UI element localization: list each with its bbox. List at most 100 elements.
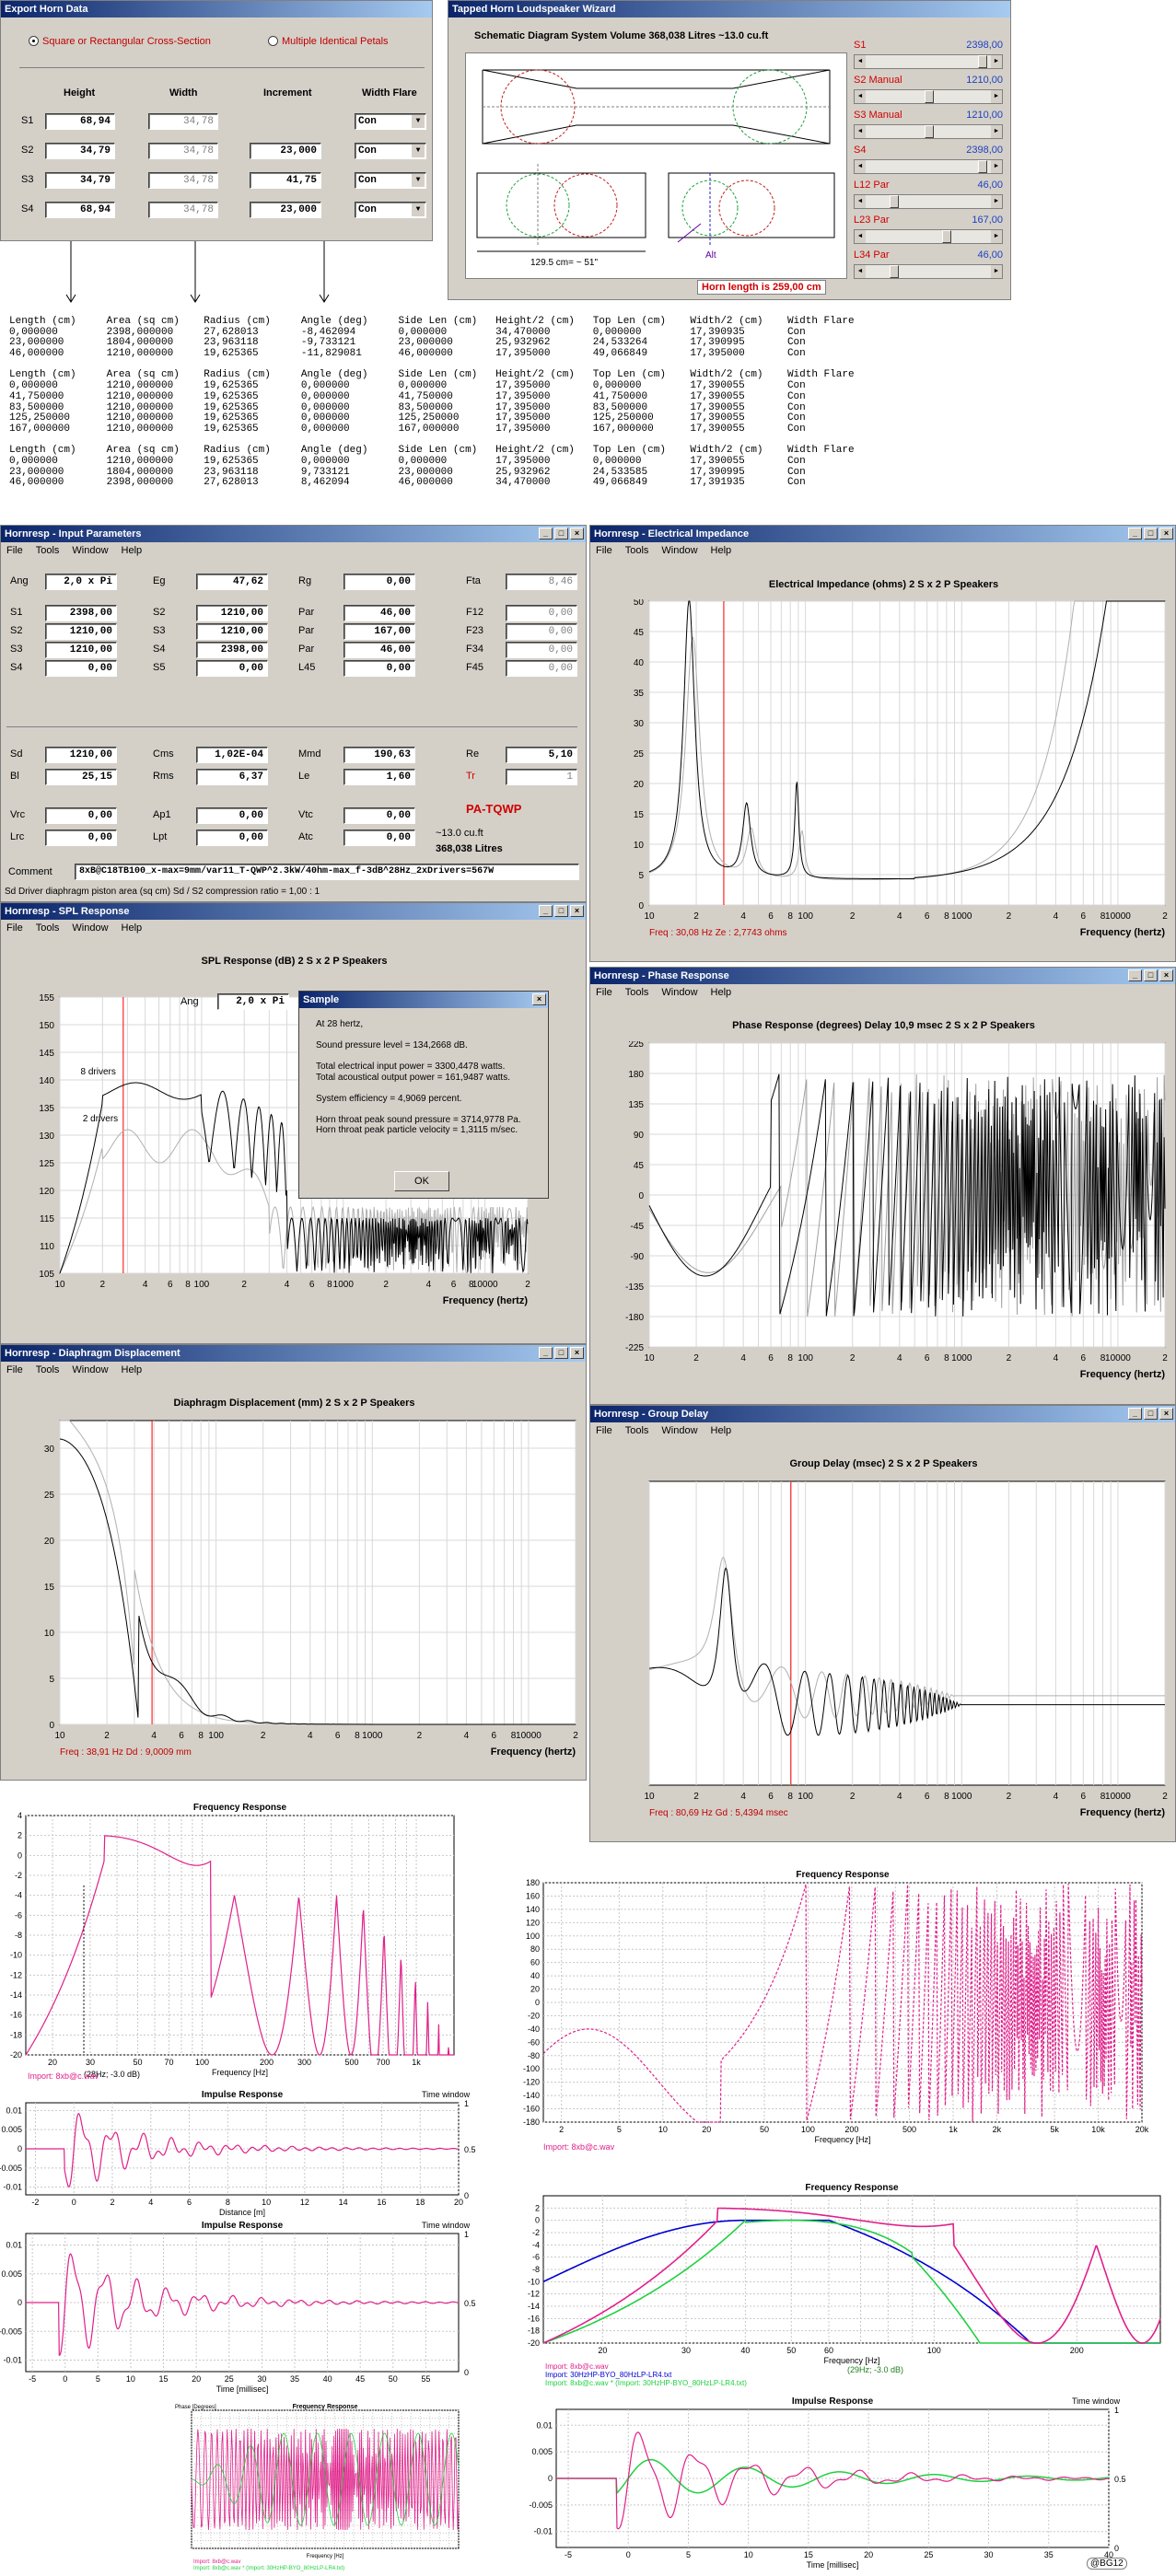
menu-window[interactable]: Window: [661, 545, 698, 556]
increment-field[interactable]: 41,75: [250, 172, 321, 189]
minimize-button[interactable]: _: [539, 1347, 553, 1359]
menu-help[interactable]: Help: [121, 545, 143, 556]
increment-field[interactable]: 23,000: [250, 143, 321, 159]
minimize-button[interactable]: _: [1128, 1408, 1142, 1420]
flare-select[interactable]: Con ▼: [355, 202, 426, 218]
param-field[interactable]: 1210,00: [196, 623, 268, 640]
maximize-button[interactable]: □: [554, 528, 568, 540]
param-field[interactable]: 25,15: [45, 769, 117, 785]
menu-file[interactable]: File: [596, 987, 612, 998]
menu-file[interactable]: File: [6, 1364, 23, 1375]
height-field[interactable]: 68,94: [45, 202, 115, 218]
arrow-right-icon[interactable]: ►: [991, 265, 1002, 278]
height-field[interactable]: 68,94: [45, 113, 115, 130]
menu-tools[interactable]: Tools: [624, 545, 649, 556]
param-field[interactable]: 47,62: [196, 574, 268, 590]
height-field[interactable]: 34,79: [45, 172, 115, 189]
menu-file[interactable]: File: [6, 922, 23, 934]
minimize-button[interactable]: _: [1128, 528, 1142, 540]
flare-select[interactable]: Con ▼: [355, 143, 426, 159]
slider-track[interactable]: ◄ ►: [854, 54, 1003, 69]
slider-thumb[interactable]: [942, 230, 952, 243]
arrow-left-icon[interactable]: ◄: [855, 125, 866, 138]
minimize-button[interactable]: _: [539, 528, 553, 540]
slider-track[interactable]: ◄ ►: [854, 89, 1003, 104]
param-field[interactable]: 1,02E-04: [196, 747, 268, 763]
menu-help[interactable]: Help: [710, 1425, 732, 1436]
arrow-left-icon[interactable]: ◄: [855, 55, 866, 68]
chevron-down-icon[interactable]: ▼: [412, 174, 425, 187]
slider-thumb[interactable]: [977, 160, 987, 173]
flare-select[interactable]: Con ▼: [355, 113, 426, 130]
arrow-left-icon[interactable]: ◄: [855, 160, 866, 173]
chevron-down-icon[interactable]: ▼: [412, 115, 425, 128]
param-field[interactable]: 6,37: [196, 769, 268, 785]
arrow-left-icon[interactable]: ◄: [855, 265, 866, 278]
param-field[interactable]: 1210,00: [45, 747, 117, 763]
param-field[interactable]: 167,00: [343, 623, 415, 640]
ang-field[interactable]: 2,0 x Pi: [217, 993, 289, 1010]
arrow-right-icon[interactable]: ►: [991, 125, 1002, 138]
arrow-left-icon[interactable]: ◄: [855, 195, 866, 208]
menu-tools[interactable]: Tools: [624, 1425, 649, 1436]
menu-window[interactable]: Window: [72, 545, 109, 556]
menu-help[interactable]: Help: [710, 545, 732, 556]
menu-help[interactable]: Help: [121, 922, 143, 934]
close-button[interactable]: ×: [532, 993, 546, 1005]
width-field[interactable]: 34,78: [148, 113, 218, 130]
slider-track[interactable]: ◄ ►: [854, 194, 1003, 209]
param-field[interactable]: 0,00: [45, 660, 117, 677]
chevron-down-icon[interactable]: ▼: [412, 145, 425, 157]
menu-file[interactable]: File: [596, 1425, 612, 1436]
close-button[interactable]: ×: [570, 905, 584, 917]
param-field[interactable]: 0,00: [343, 807, 415, 824]
param-field[interactable]: 1: [506, 769, 577, 785]
param-field[interactable]: 190,63: [343, 747, 415, 763]
param-field[interactable]: 2398,00: [45, 605, 117, 621]
param-field[interactable]: 8,46: [506, 574, 577, 590]
menu-tools[interactable]: Tools: [624, 987, 649, 998]
close-button[interactable]: ×: [570, 1347, 584, 1359]
increment-field[interactable]: 23,000: [250, 202, 321, 218]
close-button[interactable]: ×: [1159, 528, 1173, 540]
slider-track[interactable]: ◄ ►: [854, 229, 1003, 244]
param-field[interactable]: 46,00: [343, 605, 415, 621]
width-field[interactable]: 34,78: [148, 202, 218, 218]
width-field[interactable]: 34,78: [148, 143, 218, 159]
arrow-right-icon[interactable]: ►: [991, 55, 1002, 68]
menu-tools[interactable]: Tools: [35, 545, 60, 556]
maximize-button[interactable]: □: [554, 905, 568, 917]
radio-square[interactable]: Square or Rectangular Cross-Section: [29, 36, 211, 47]
param-field[interactable]: 0,00: [506, 623, 577, 640]
param-field[interactable]: 0,00: [506, 642, 577, 658]
param-field[interactable]: 5,10: [506, 747, 577, 763]
slider-thumb[interactable]: [889, 265, 899, 278]
slider-thumb[interactable]: [925, 125, 934, 138]
close-button[interactable]: ×: [1159, 969, 1173, 981]
maximize-button[interactable]: □: [1144, 1408, 1158, 1420]
slider-track[interactable]: ◄ ►: [854, 124, 1003, 139]
maximize-button[interactable]: □: [554, 1347, 568, 1359]
chevron-down-icon[interactable]: ▼: [412, 203, 425, 216]
menu-window[interactable]: Window: [661, 1425, 698, 1436]
menu-window[interactable]: Window: [661, 987, 698, 998]
param-field[interactable]: 0,00: [343, 830, 415, 846]
param-field[interactable]: 0,00: [45, 830, 117, 846]
param-field[interactable]: 1210,00: [45, 623, 117, 640]
menu-file[interactable]: File: [6, 545, 23, 556]
slider-thumb[interactable]: [925, 90, 934, 103]
arrow-right-icon[interactable]: ►: [991, 230, 1002, 243]
menu-window[interactable]: Window: [72, 922, 109, 934]
slider-track[interactable]: ◄ ►: [854, 264, 1003, 279]
height-field[interactable]: 34,79: [45, 143, 115, 159]
menu-help[interactable]: Help: [710, 987, 732, 998]
param-field[interactable]: 2398,00: [196, 642, 268, 658]
width-field[interactable]: 34,78: [148, 172, 218, 189]
menu-help[interactable]: Help: [121, 1364, 143, 1375]
minimize-button[interactable]: _: [539, 905, 553, 917]
close-button[interactable]: ×: [1159, 1408, 1173, 1420]
maximize-button[interactable]: □: [1144, 969, 1158, 981]
param-field[interactable]: 2,0 x Pi: [45, 574, 117, 590]
arrow-right-icon[interactable]: ►: [991, 90, 1002, 103]
slider-thumb[interactable]: [977, 55, 987, 68]
